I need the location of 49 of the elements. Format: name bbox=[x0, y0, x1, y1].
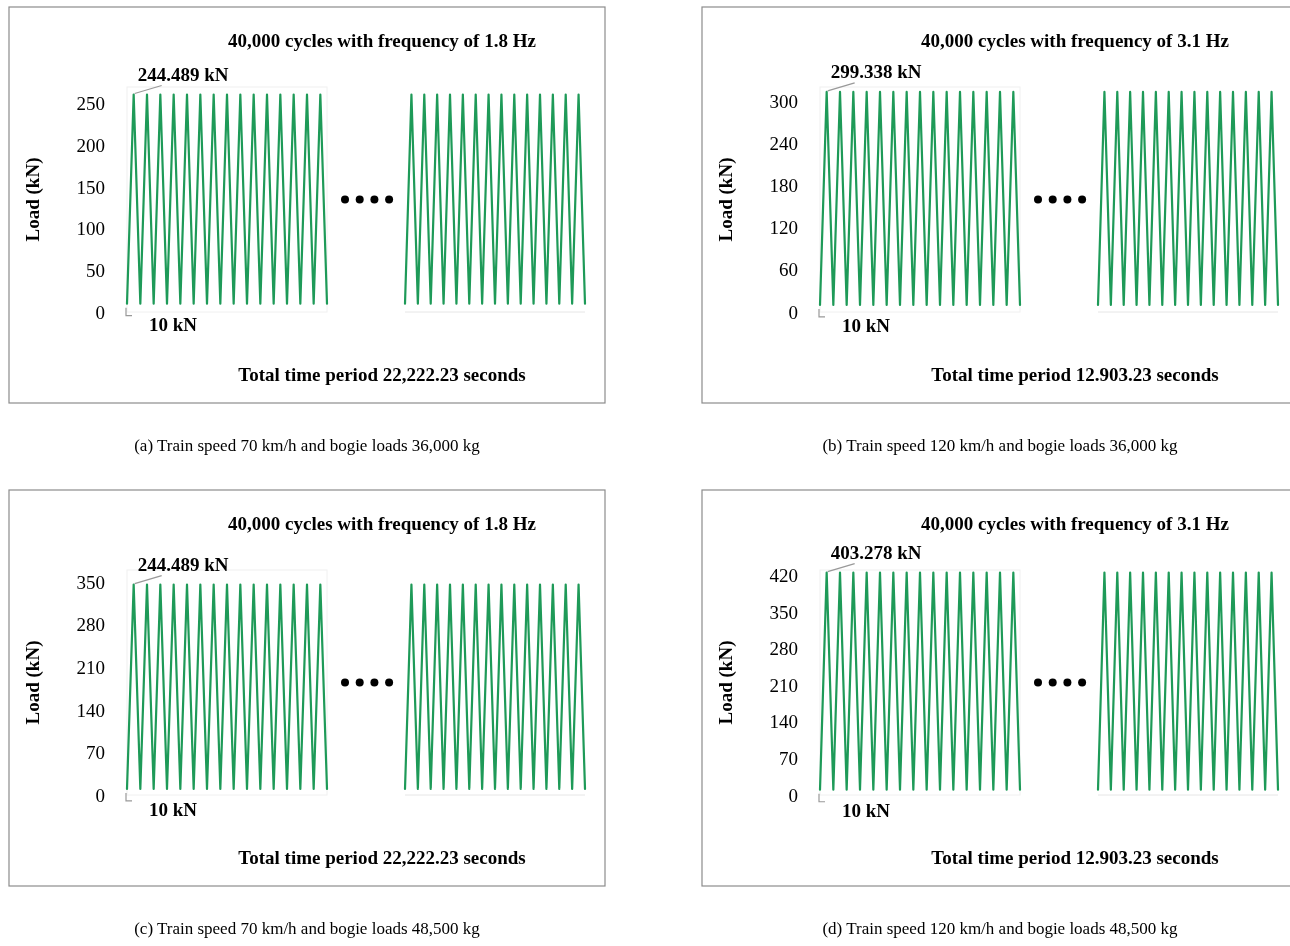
y-tick-label: 350 bbox=[76, 571, 105, 593]
y-axis-title: Load (kN) bbox=[715, 640, 737, 725]
text: 40,000 cycles with frequency of 3.1 Hz bbox=[921, 30, 1230, 51]
y-axis-title: Load (kN) bbox=[22, 640, 44, 725]
y-tick-label: 70 bbox=[779, 748, 798, 770]
text: 299.338 kN bbox=[830, 60, 922, 82]
y-tick-label: 60 bbox=[779, 259, 798, 281]
text: (b) Train speed 120 km/h and bogie loads 36,000 kg bbox=[822, 436, 1179, 455]
y-tick-label: 100 bbox=[76, 218, 105, 240]
y-tick-label: 180 bbox=[769, 175, 798, 197]
y-tick-label: 420 bbox=[769, 564, 798, 586]
text: 403.278 kN bbox=[830, 541, 922, 563]
y-tick-label: 250 bbox=[76, 93, 105, 115]
text: (d) Train speed 120 km/h and bogie loads 48,500 kg bbox=[822, 919, 1179, 938]
y-tick-label: 50 bbox=[86, 259, 105, 281]
text: 10 kN bbox=[842, 799, 891, 821]
x-axis-title: Total time period 22,222.23 seconds bbox=[238, 364, 526, 385]
y-tick-label: 150 bbox=[76, 176, 105, 198]
y-tick-label: 140 bbox=[76, 699, 105, 721]
y-tick-label: 300 bbox=[769, 90, 798, 112]
text: 10 kN bbox=[842, 314, 891, 336]
y-axis-title: Load (kN) bbox=[715, 157, 737, 242]
text: 40,000 cycles with frequency of 1.8 Hz bbox=[228, 513, 537, 534]
y-tick-label: 120 bbox=[769, 217, 798, 239]
text: 244.489 kN bbox=[137, 63, 229, 85]
y-tick-label: 0 bbox=[788, 301, 798, 323]
y-axis-title: Load (kN) bbox=[22, 157, 44, 242]
x-axis-title: Total time period 22,222.23 seconds bbox=[238, 847, 526, 868]
text: 10 kN bbox=[149, 798, 198, 820]
text: (c) Train speed 70 km/h and bogie loads 48,500 kg bbox=[134, 919, 481, 938]
y-tick-label: 210 bbox=[76, 656, 105, 678]
y-tick-label: 210 bbox=[769, 674, 798, 696]
text: 40,000 cycles with frequency of 3.1 Hz bbox=[921, 513, 1230, 534]
y-tick-label: 240 bbox=[769, 132, 798, 154]
y-tick-label: 0 bbox=[95, 301, 105, 323]
y-tick-label: 280 bbox=[769, 638, 798, 660]
x-axis-title: Total time period 12.903.23 seconds bbox=[931, 364, 1219, 385]
x-axis-title: Total time period 12.903.23 seconds bbox=[931, 847, 1219, 868]
y-tick-label: 200 bbox=[76, 134, 105, 156]
y-tick-label: 140 bbox=[769, 711, 798, 733]
text: 10 kN bbox=[149, 313, 198, 335]
annotation: 244.489 kN bbox=[137, 553, 229, 575]
text: 40,000 cycles with frequency of 1.8 Hz bbox=[228, 30, 537, 51]
y-tick-label: 0 bbox=[788, 784, 798, 806]
text: (a) Train speed 70 km/h and bogie loads 36,000 kg bbox=[134, 436, 481, 455]
y-tick-label: 70 bbox=[86, 742, 105, 764]
y-tick-label: 350 bbox=[769, 601, 798, 623]
y-tick-label: 280 bbox=[76, 614, 105, 636]
y-tick-label: 0 bbox=[95, 784, 105, 806]
